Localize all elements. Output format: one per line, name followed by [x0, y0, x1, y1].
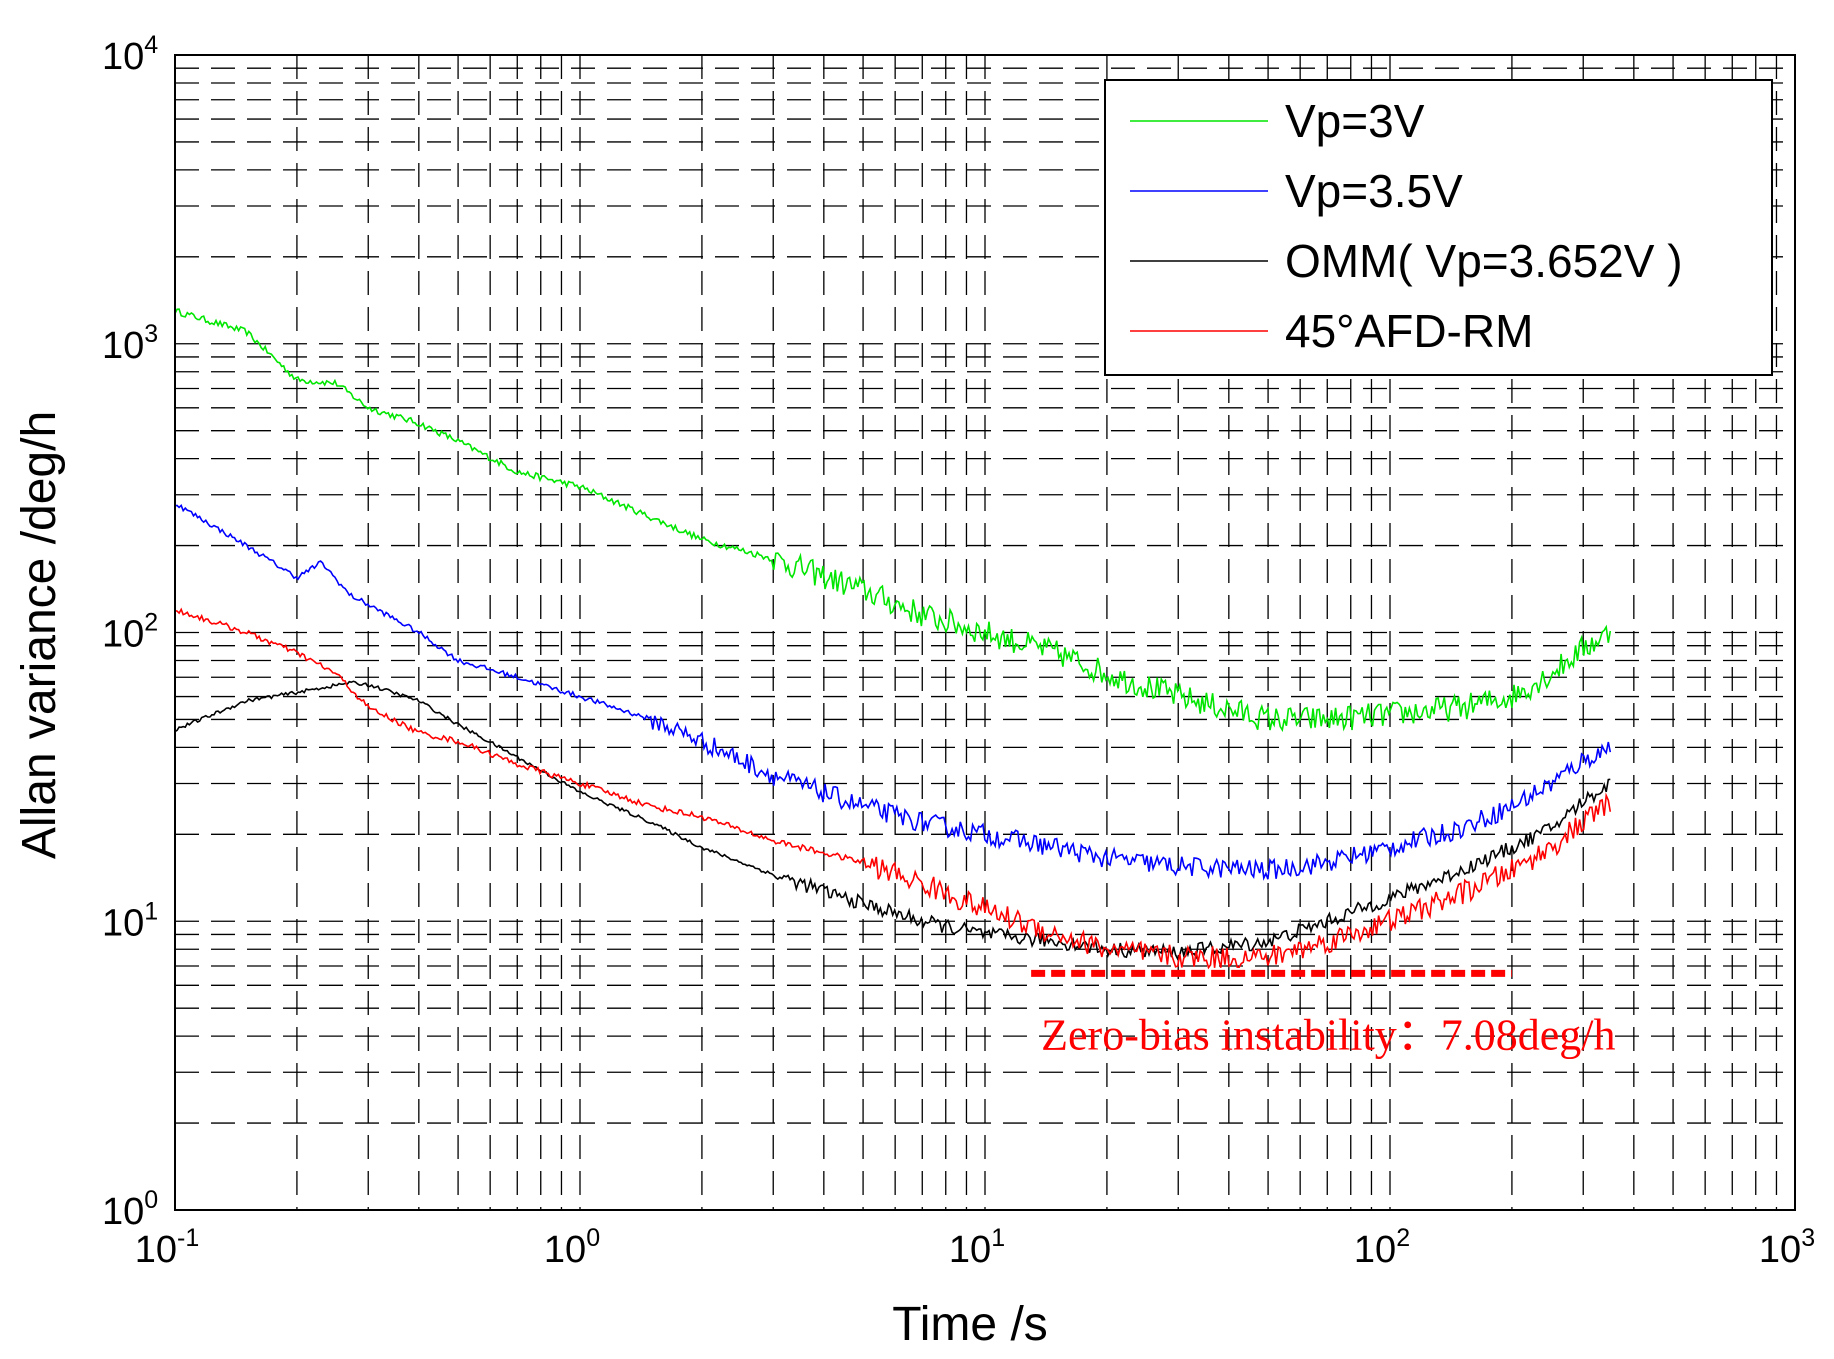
y-tick-label: 100 [102, 1186, 158, 1233]
y-tick-label: 101 [102, 897, 158, 944]
legend-label: Vp=3.5V [1285, 165, 1463, 217]
series-line [174, 680, 1611, 961]
x-tick-label: 100 [544, 1224, 600, 1271]
series-line [174, 503, 1612, 881]
x-tick-label: 101 [949, 1224, 1005, 1271]
zero-bias-annotation: Zero-bias instability：7.08deg/h [1041, 1010, 1615, 1059]
x-tick-label: 103 [1759, 1224, 1815, 1271]
series-line [174, 607, 1612, 970]
series-line [174, 308, 1612, 733]
legend-box [1104, 79, 1773, 376]
plot-frame [174, 54, 1796, 1211]
legend-label: Vp=3V [1285, 95, 1425, 147]
y-axis-title: Allan variance /deg/h [13, 411, 66, 859]
legend: Vp=3V Vp=3.5V OMM( Vp=3.652V ) 45°AFD-RM [1104, 79, 1773, 376]
x-tick-label: 102 [1354, 1224, 1410, 1271]
series-layer [174, 308, 1612, 970]
legend-label: 45°AFD-RM [1285, 305, 1533, 357]
x-tick-label: 10-1 [135, 1224, 200, 1271]
x-axis-title: Time /s [892, 1298, 1048, 1351]
reference-layer: Zero-bias instability：7.08deg/h [1031, 969, 1615, 1059]
y-tick-label: 104 [102, 31, 158, 78]
y-tick-label: 102 [102, 609, 158, 656]
legend-label: OMM( Vp=3.652V ) [1285, 235, 1683, 287]
y-tick-label: 103 [102, 320, 158, 367]
